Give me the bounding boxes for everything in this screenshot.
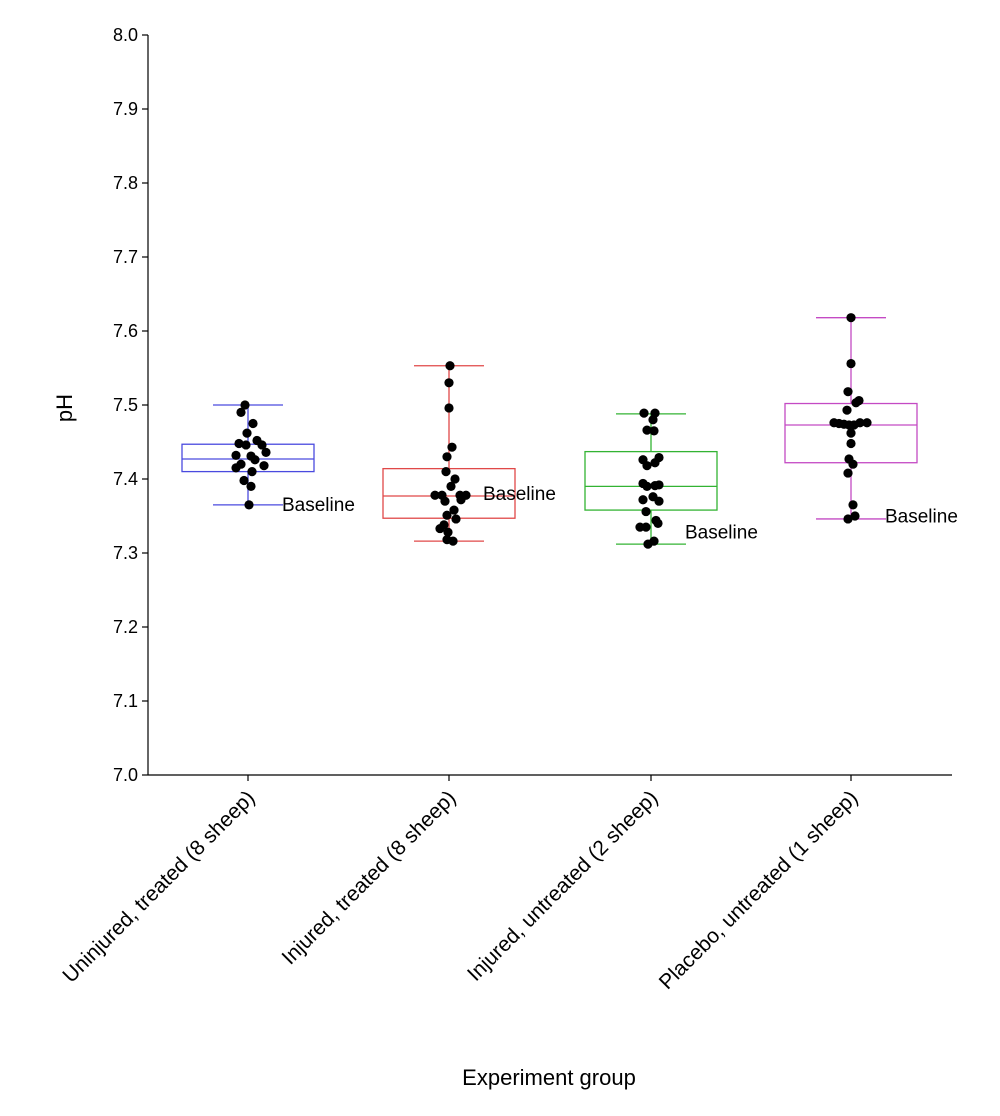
data-point-3-4 [851,398,861,408]
data-point-1-0 [445,361,455,371]
data-point-1-2 [444,403,454,413]
data-point-3-5 [842,405,852,415]
y-tick-label-4: 7.4 [113,469,138,489]
baseline-annotation-1: Baseline [483,484,556,505]
data-point-3-0 [846,313,856,323]
y-tick-label-0: 7.0 [113,765,138,785]
y-axis-title: pH [52,394,77,422]
data-point-2-0 [639,408,649,418]
data-point-1-1 [444,378,454,388]
data-point-2-18 [653,518,663,529]
data-point-1-7 [430,490,440,500]
data-point-2-20 [635,522,645,532]
data-point-0-7 [257,440,267,450]
data-point-3-16 [848,459,858,469]
box-2 [584,450,718,511]
data-point-2-11 [650,481,660,491]
x-category-label-1: Injured, treated (8 sheep) [278,786,461,969]
y-tick-label-6: 7.6 [113,321,138,341]
data-point-0-13 [231,463,241,473]
axes: 7.0 7.1 7.2 7.3 7.4 7.5 7.6 7.7 7.8 7.9 8.0 Uninjur… [58,25,952,994]
data-point-1-18 [435,523,445,534]
data-point-2-2 [648,415,658,425]
data-point-0-0 [240,400,250,410]
data-point-1-15 [442,510,452,520]
data-point-3-14 [846,438,856,449]
data-point-3-20 [843,514,853,524]
x-category-label-3: Placebo, untreated (1 sheep) [655,786,863,994]
data-point-0-9 [231,450,241,460]
data-point-1-12 [440,496,450,506]
data-point-2-22 [643,539,653,549]
data-points [231,313,872,549]
data-point-1-6 [450,474,460,484]
baseline-annotation-3: Baseline [885,507,958,528]
data-point-2-12 [642,481,652,491]
x-category-label-2: Injured, untreated (2 sheep) [463,786,663,986]
annotations: Baseline Baseline Baseline Baseline [282,484,958,543]
data-point-2-15 [654,496,664,506]
data-point-2-16 [641,506,651,517]
data-point-0-1 [236,407,246,417]
data-point-2-14 [638,495,648,505]
data-point-3-13 [846,428,856,438]
data-point-3-1 [846,358,856,369]
data-point-3-19 [850,511,860,521]
y-tick-label-1: 7.1 [113,691,138,711]
baseline-annotation-2: Baseline [685,522,758,543]
data-point-3-18 [848,500,858,510]
data-point-0-5 [241,440,251,450]
x-axis-title: Experiment group [462,1065,636,1090]
y-tick-label-2: 7.2 [113,617,138,637]
data-point-1-13 [456,495,466,505]
data-point-0-8 [261,447,271,457]
data-point-2-8 [642,461,652,471]
data-point-1-16 [451,514,461,524]
data-point-0-18 [244,500,254,510]
data-point-1-19 [443,527,453,537]
y-tick-label-5: 7.5 [113,395,138,415]
data-point-1-4 [442,452,452,462]
data-point-0-14 [259,461,269,471]
data-point-0-16 [239,475,249,486]
data-point-1-14 [449,505,459,515]
data-point-3-2 [843,387,853,397]
data-point-0-11 [250,455,260,465]
y-tick-label-8: 7.8 [113,173,138,193]
data-point-3-12 [862,418,872,428]
data-point-0-17 [246,481,256,491]
data-point-1-3 [447,442,457,452]
data-point-1-5 [441,467,451,477]
data-point-0-3 [242,428,252,438]
y-tick-label-7: 7.7 [113,247,138,267]
x-category-label-0: Uninjured, treated (8 sheep) [58,786,259,987]
data-point-1-11 [446,481,456,491]
data-point-3-17 [843,468,853,478]
data-point-0-2 [248,418,258,429]
data-point-1-21 [448,536,458,546]
data-point-2-7 [650,458,660,468]
data-point-3-11 [855,418,865,428]
data-point-2-4 [649,426,659,436]
baseline-annotation-0: Baseline [282,495,355,516]
data-point-2-3 [642,425,652,435]
y-tick-label-3: 7.3 [113,543,138,563]
y-tick-label-9: 7.9 [113,99,138,119]
data-point-0-15 [247,467,257,477]
data-point-0-4 [234,438,244,449]
y-tick-label-10: 8.0 [113,25,138,45]
